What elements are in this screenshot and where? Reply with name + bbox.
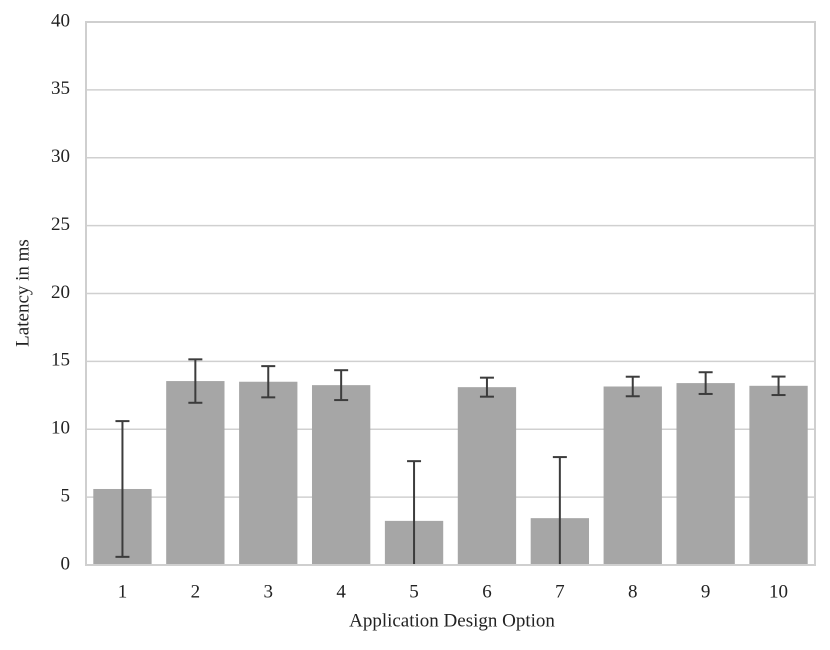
y-tick-label: 30 [51,146,70,167]
y-tick-label: 20 [51,282,70,303]
y-tick-label: 25 [51,214,70,235]
y-tick-label: 0 [61,553,71,574]
error-bar [407,460,422,565]
y-axis-label: Latency in ms [12,239,33,347]
x-tick-label: 5 [409,581,419,602]
x-tick-label: 8 [628,581,638,602]
y-tick-label: 5 [61,485,71,506]
x-tick-label: 2 [191,581,201,602]
error-bar [698,371,713,395]
bar [676,383,735,565]
bar [749,385,808,565]
x-tick-label: 7 [555,581,565,602]
y-tick-label: 35 [51,78,70,99]
bar [457,387,517,565]
y-tick-label: 10 [51,418,70,439]
error-bar [552,456,567,565]
y-tick-label: 40 [51,10,70,31]
x-tick-label: 3 [264,581,274,602]
x-tick-label: 6 [482,581,492,602]
x-tick-label: 10 [769,581,788,602]
error-bar [261,365,276,399]
bar [603,386,662,565]
error-bar [771,375,786,397]
error-bar [334,369,349,402]
bar [239,381,298,565]
y-tick-label: 15 [51,350,70,371]
plot-frame [85,21,816,566]
error-bar [479,376,494,398]
bar [311,385,371,565]
x-tick-label: 4 [336,581,346,602]
x-tick-label: 9 [701,581,711,602]
error-bar [625,375,640,398]
bar [166,381,225,565]
x-axis-label: Application Design Option [349,610,555,631]
error-bar [115,420,130,558]
error-bar [188,358,203,404]
x-tick-label: 1 [118,581,128,602]
